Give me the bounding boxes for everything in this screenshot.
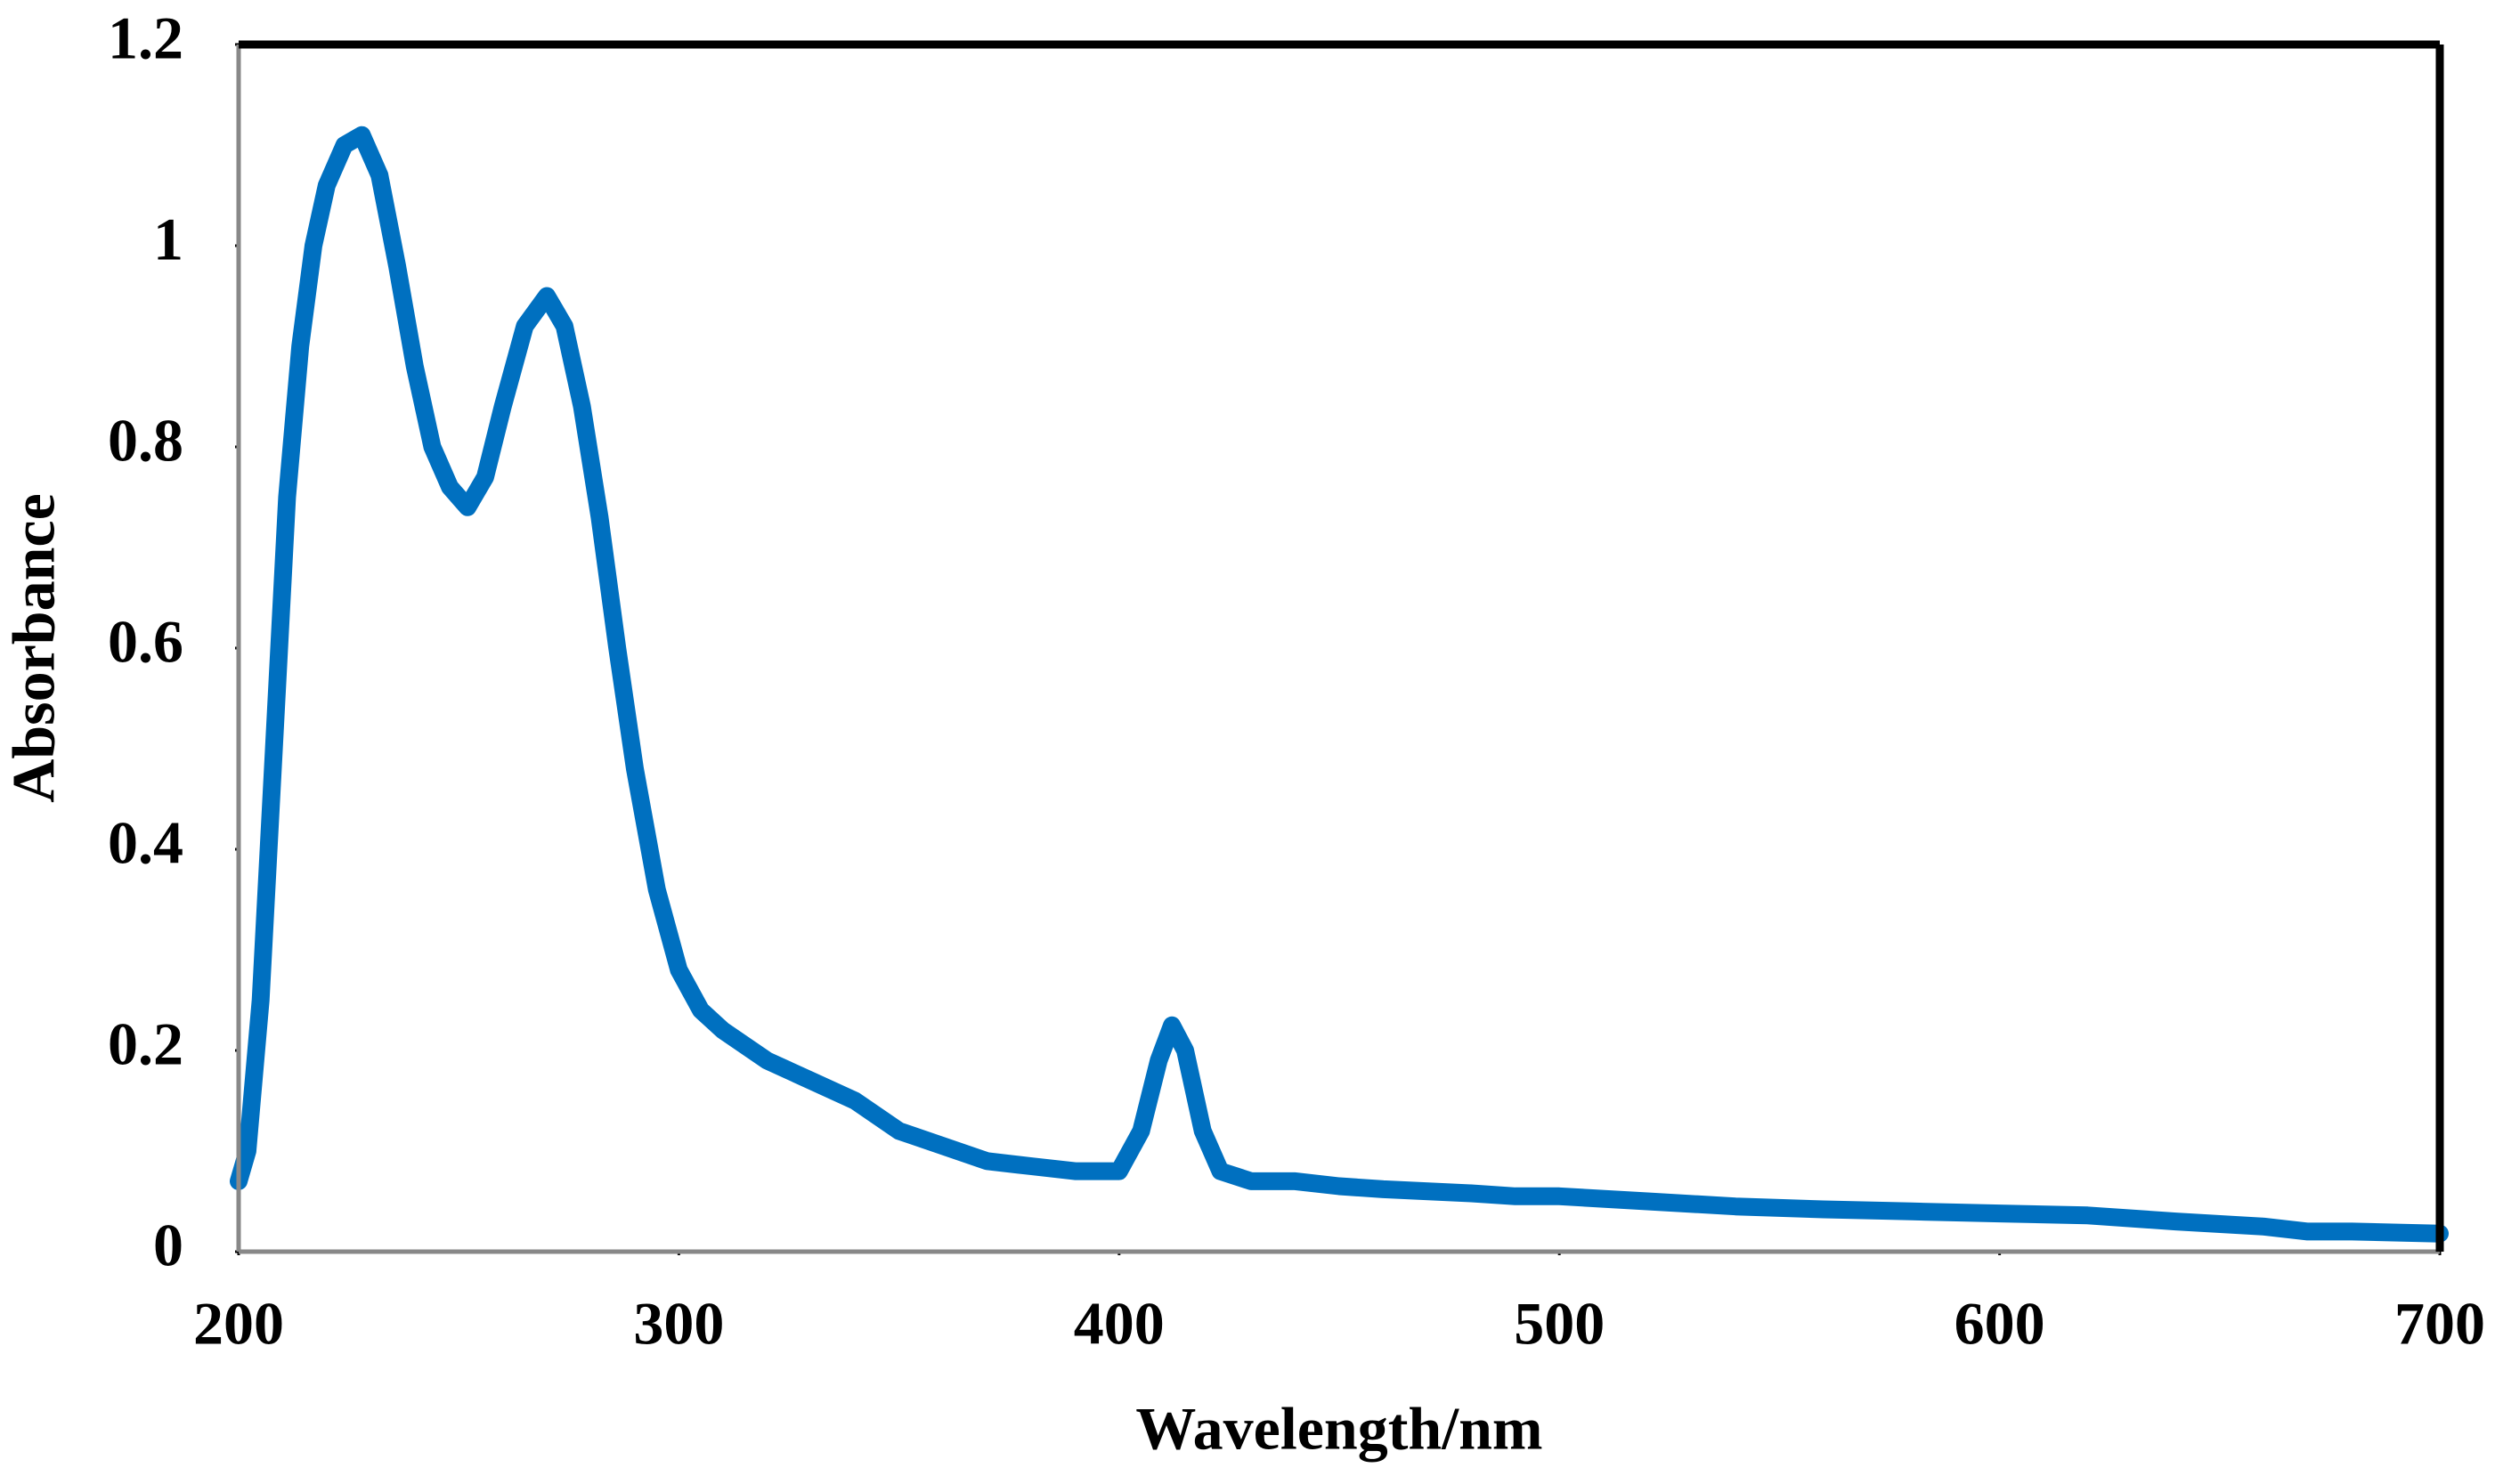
y-tick-label: 0.4 [108, 809, 183, 877]
x-tick-label: 200 [193, 1290, 284, 1358]
y-tick-label: 1 [153, 206, 183, 273]
y-axis-label: Absorbance [0, 493, 68, 803]
x-tick-label: 700 [2394, 1290, 2485, 1358]
x-tick-label: 400 [1074, 1290, 1165, 1358]
x-tick-label: 500 [1514, 1290, 1605, 1358]
y-tick-label: 0.2 [108, 1010, 183, 1078]
y-tick-label: 1.2 [108, 4, 183, 72]
y-tick-label: 0 [153, 1212, 183, 1279]
y-tick-label: 0.6 [108, 608, 183, 676]
data-line [230, 126, 2449, 1243]
x-tick-label: 300 [633, 1290, 724, 1358]
x-tick-label: 600 [1955, 1290, 2045, 1358]
y-tick-label: 0.8 [108, 407, 183, 474]
x-axis-label: Wavelength/nm [1135, 1395, 1542, 1463]
